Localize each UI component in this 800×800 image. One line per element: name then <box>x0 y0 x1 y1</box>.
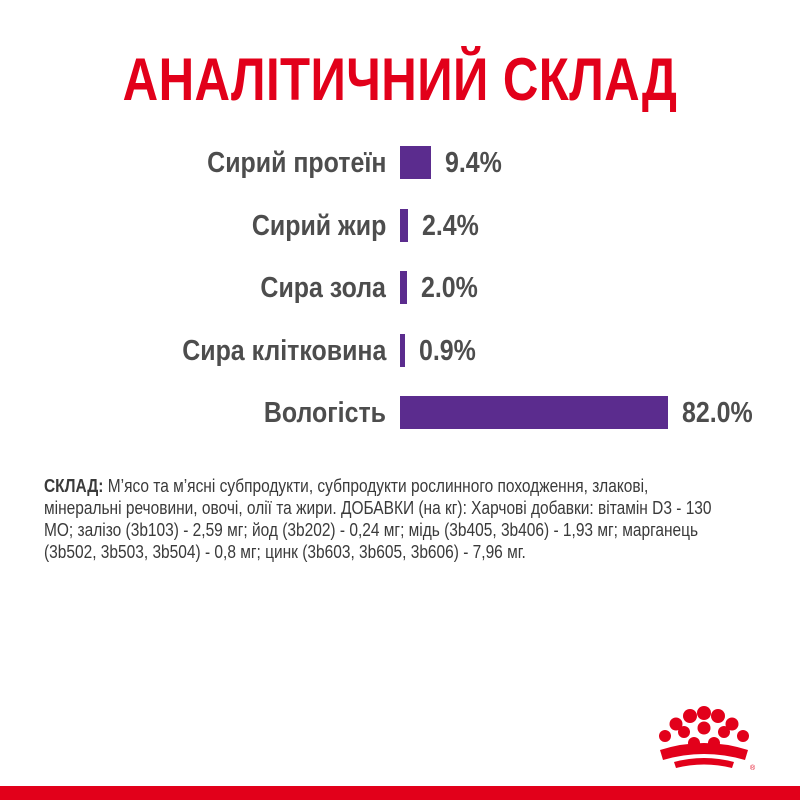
value-label: 2.0% <box>420 272 478 304</box>
value-label: 82.0% <box>682 397 753 429</box>
composition-label: СКЛАД: <box>44 476 104 496</box>
bar <box>400 333 405 367</box>
page-title: АНАЛІТИЧНИЙ СКЛАД <box>122 46 678 113</box>
bar <box>400 271 407 304</box>
category-label: Вологість <box>263 397 386 429</box>
category-label: Сира зола <box>260 272 386 304</box>
value-label: 9.4% <box>444 147 502 179</box>
bar <box>400 208 408 242</box>
category-label: Сирий жир <box>251 209 386 242</box>
category-label: Сира клітковина <box>181 334 386 367</box>
category-label: Сирий протеїн <box>206 147 386 179</box>
bar <box>400 396 668 429</box>
value-label: 2.4% <box>421 209 479 242</box>
value-label: 0.9% <box>419 334 476 367</box>
composition-body: М’ясо та м’ясні субпродукти, субпродукти… <box>44 476 712 562</box>
svg-text:®: ® <box>750 764 756 772</box>
royal-canin-crown-icon: ® <box>659 706 756 772</box>
bar <box>400 146 431 179</box>
bottom-red-strip <box>0 786 800 800</box>
composition-text: СКЛАД: М’ясо та м’ясні субпродукти, субп… <box>44 475 715 563</box>
